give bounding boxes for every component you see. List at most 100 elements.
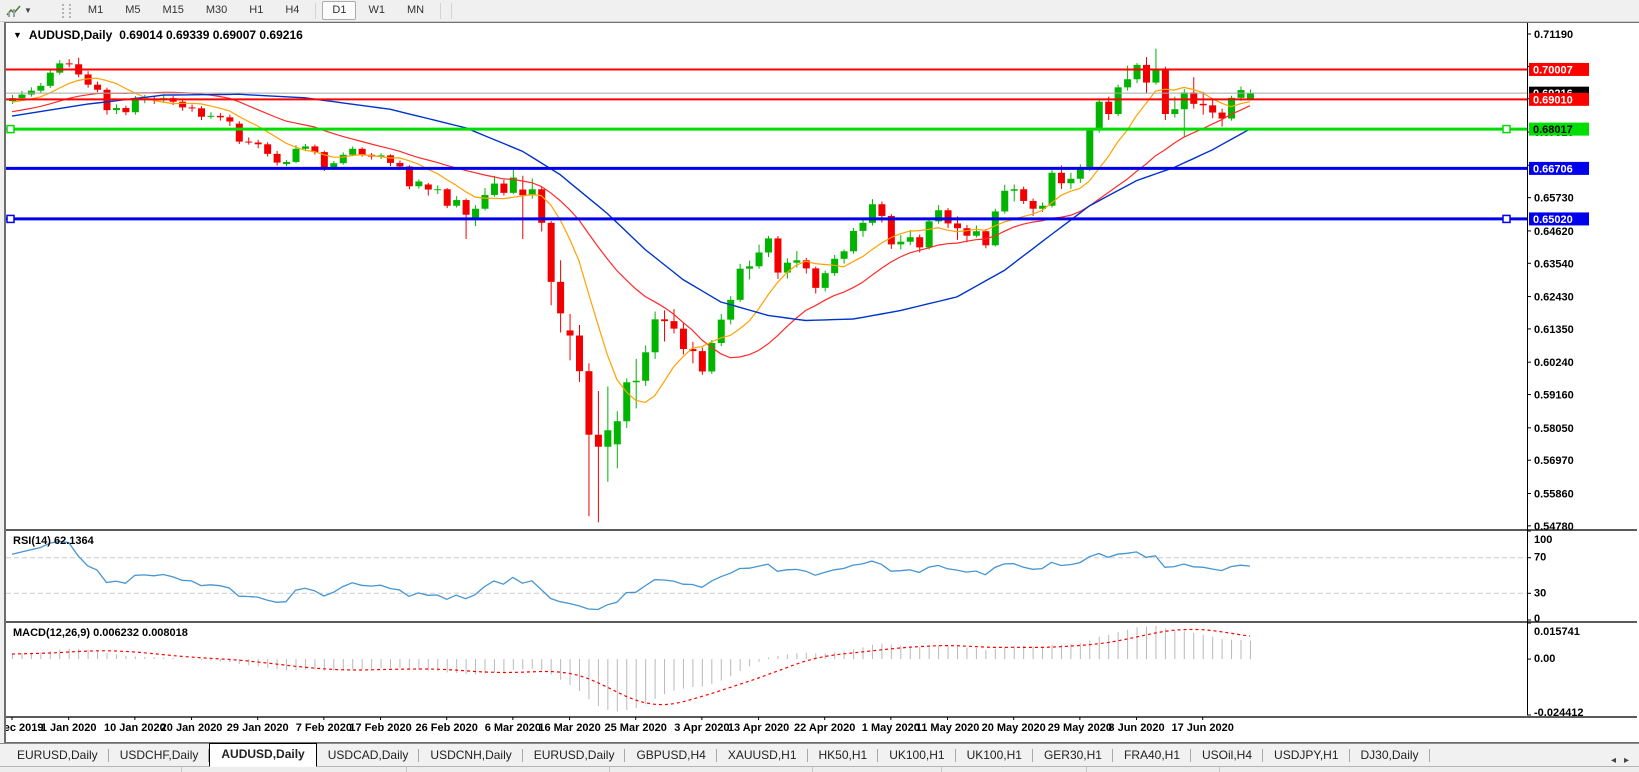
svg-text:100: 100 xyxy=(1534,534,1552,546)
chart-tab-uk100-h1[interactable]: UK100,H1 xyxy=(878,745,956,766)
svg-text:0.015741: 0.015741 xyxy=(1534,626,1580,638)
svg-text:20 May 2020: 20 May 2020 xyxy=(982,722,1046,734)
svg-text:0.63540: 0.63540 xyxy=(1534,258,1574,270)
svg-text:0: 0 xyxy=(1534,613,1540,625)
chart-tab-ger30-h1[interactable]: GER30,H1 xyxy=(1033,745,1114,766)
timeframe-toolbar: ▼ M1 M5 M15 M30 H1 H4 D1 W1 MN xyxy=(0,0,1639,22)
svg-text:0.64620: 0.64620 xyxy=(1534,226,1574,238)
toolbar-separator xyxy=(451,2,453,19)
svg-text:17 Feb 2020: 17 Feb 2020 xyxy=(349,722,411,734)
timeframe-button-w1[interactable]: W1 xyxy=(368,3,385,16)
svg-text:-0.024412: -0.024412 xyxy=(1534,707,1584,719)
svg-text:0.65730: 0.65730 xyxy=(1534,193,1574,205)
timeframe-button-m30[interactable]: M30 xyxy=(205,3,228,16)
svg-text:70: 70 xyxy=(1534,552,1546,564)
svg-text:0.69010: 0.69010 xyxy=(1533,94,1573,106)
chart-tab-eurusd-daily[interactable]: EURUSD,Daily xyxy=(6,745,109,766)
svg-text:0.66706: 0.66706 xyxy=(1533,163,1573,175)
hline-handle-right[interactable] xyxy=(1502,124,1511,134)
svg-text:0.71190: 0.71190 xyxy=(1534,29,1573,41)
tab-scroll-arrows: ◂ ▸ xyxy=(1611,755,1639,766)
svg-text:0.62430: 0.62430 xyxy=(1534,292,1574,304)
chart-tab-audusd-daily[interactable]: AUDUSD,Daily xyxy=(209,743,317,767)
macd-histogram xyxy=(12,625,1251,712)
price-badge-0.65020 xyxy=(1529,212,1589,226)
chevron-down-icon[interactable]: ▼ xyxy=(24,5,32,15)
svg-text:0.59160: 0.59160 xyxy=(1534,390,1574,402)
tab-scroll-right-icon[interactable]: ▸ xyxy=(1623,755,1629,766)
svg-text:22 Apr 2020: 22 Apr 2020 xyxy=(794,722,855,734)
svg-text:7 Feb 2020: 7 Feb 2020 xyxy=(296,722,352,734)
timeframe-button-h4[interactable]: H4 xyxy=(285,3,300,16)
svg-text:0.65020: 0.65020 xyxy=(1533,214,1573,226)
timeframe-button-m1[interactable]: M1 xyxy=(87,3,104,16)
svg-text:10 Jan 2020: 10 Jan 2020 xyxy=(104,722,166,734)
svg-text:0.61350: 0.61350 xyxy=(1534,324,1574,336)
chart-symbol-label: AUDUSD,Daily xyxy=(28,28,113,42)
chart-tab-hk50-h1[interactable]: HK50,H1 xyxy=(808,745,879,766)
timeframe-button-h1[interactable]: H1 xyxy=(249,3,264,16)
chart-canvas[interactable]: 0.711900.701100.690300.679200.668100.657… xyxy=(0,23,1637,740)
chart-tab-bar: EURUSD,Daily USDCHF,Daily AUDUSD,Daily USDC… xyxy=(0,743,1639,767)
svg-text:0.56970: 0.56970 xyxy=(1534,455,1574,467)
price-badge-0.68017 xyxy=(1529,122,1589,136)
hline-handle-right[interactable] xyxy=(1502,214,1511,224)
svg-text:16 Mar 2020: 16 Mar 2020 xyxy=(538,722,600,734)
charts-toolbar-icon[interactable]: ▼ xyxy=(2,3,36,19)
svg-text:29 May 2020: 29 May 2020 xyxy=(1048,722,1112,734)
chart-tab-fra40-h1[interactable]: FRA40,H1 xyxy=(1113,745,1192,766)
hline-handle-left[interactable] xyxy=(6,214,15,224)
price-badge-0.69010 xyxy=(1529,92,1589,106)
chart-title-bar: ▼ AUDUSD,Daily 0.69014 0.69339 0.69007 0… xyxy=(13,28,303,42)
svg-text:0.68017: 0.68017 xyxy=(1533,124,1573,136)
svg-text:0.55860: 0.55860 xyxy=(1534,488,1574,500)
svg-text:29 Jan 2020: 29 Jan 2020 xyxy=(227,722,289,734)
price-badge-0.70007 xyxy=(1529,62,1589,76)
chart-tab-usdchf-daily[interactable]: USDCHF,Daily xyxy=(109,745,210,766)
chart-tab-eurusd-daily[interactable]: EURUSD,Daily xyxy=(523,745,626,766)
svg-text:3 Apr 2020: 3 Apr 2020 xyxy=(674,722,729,734)
svg-text:17 Jun 2020: 17 Jun 2020 xyxy=(1172,722,1234,734)
timeframe-button-d1[interactable]: D1 xyxy=(322,0,357,21)
ma-slow-blue xyxy=(11,93,1251,322)
chart-tab-usdcnh-daily[interactable]: USDCNH,Daily xyxy=(419,745,524,766)
price-badge-0.66706 xyxy=(1529,161,1589,175)
chart-tab-usdjpy-h1[interactable]: USDJPY,H1 xyxy=(1263,745,1351,766)
macd-indicator-label: MACD(12,26,9) 0.006232 0.008018 xyxy=(13,627,188,639)
chart-ohlc-values: 0.69014 0.69339 0.69007 0.69216 xyxy=(119,28,303,42)
svg-text:13 Apr 2020: 13 Apr 2020 xyxy=(728,722,789,734)
svg-text:20 Jan 2020: 20 Jan 2020 xyxy=(161,722,223,734)
chart-tab-usoil-h4[interactable]: USOil,H4 xyxy=(1191,745,1264,766)
svg-text:6 Mar 2020: 6 Mar 2020 xyxy=(485,722,541,734)
svg-text:0.54780: 0.54780 xyxy=(1534,521,1574,533)
ma-fast-orange xyxy=(11,77,1251,404)
timeframe-button-m5[interactable]: M5 xyxy=(125,3,141,16)
timeframe-button-mn[interactable]: MN xyxy=(406,3,425,16)
status-bar xyxy=(0,766,1639,772)
chart-tab-gbpusd-h4[interactable]: GBPUSD,H4 xyxy=(625,745,718,766)
svg-text:0.60240: 0.60240 xyxy=(1534,357,1574,369)
svg-text:11 May 2020: 11 May 2020 xyxy=(916,722,980,734)
chart-tab-uk100-h1[interactable]: UK100,H1 xyxy=(956,745,1034,766)
macd-signal-line xyxy=(11,628,1250,706)
chart-tab-usdcad-daily[interactable]: USDCAD,Daily xyxy=(317,745,420,766)
svg-text:0.00: 0.00 xyxy=(1534,653,1555,665)
chart-tab-xauusd-h1[interactable]: XAUUSD,H1 xyxy=(717,745,808,766)
svg-text:1 May 2020: 1 May 2020 xyxy=(862,722,920,734)
svg-text:23 Dec 2019: 23 Dec 2019 xyxy=(6,722,44,734)
toolbar-drag-handle[interactable] xyxy=(61,3,71,18)
svg-text:0.70007: 0.70007 xyxy=(1533,64,1573,76)
collapse-indicator-icon[interactable]: ▼ xyxy=(13,30,22,40)
timeframe-button-m15[interactable]: M15 xyxy=(162,3,184,16)
mini-chart-icon xyxy=(6,5,21,17)
hline-handle-left[interactable] xyxy=(6,124,15,134)
chart-tab-dj30-daily[interactable]: DJ30,Daily xyxy=(1350,745,1430,766)
svg-text:0.58050: 0.58050 xyxy=(1534,423,1574,435)
tab-scroll-left-icon[interactable]: ◂ xyxy=(1610,755,1616,766)
chart-window: ▼ AUDUSD,Daily 0.69014 0.69339 0.69007 0… xyxy=(0,22,1639,743)
svg-text:8 Jun 2020: 8 Jun 2020 xyxy=(1108,722,1164,734)
rsi-line xyxy=(11,540,1250,611)
rsi-indicator-label: RSI(14) 62.1364 xyxy=(13,535,94,547)
